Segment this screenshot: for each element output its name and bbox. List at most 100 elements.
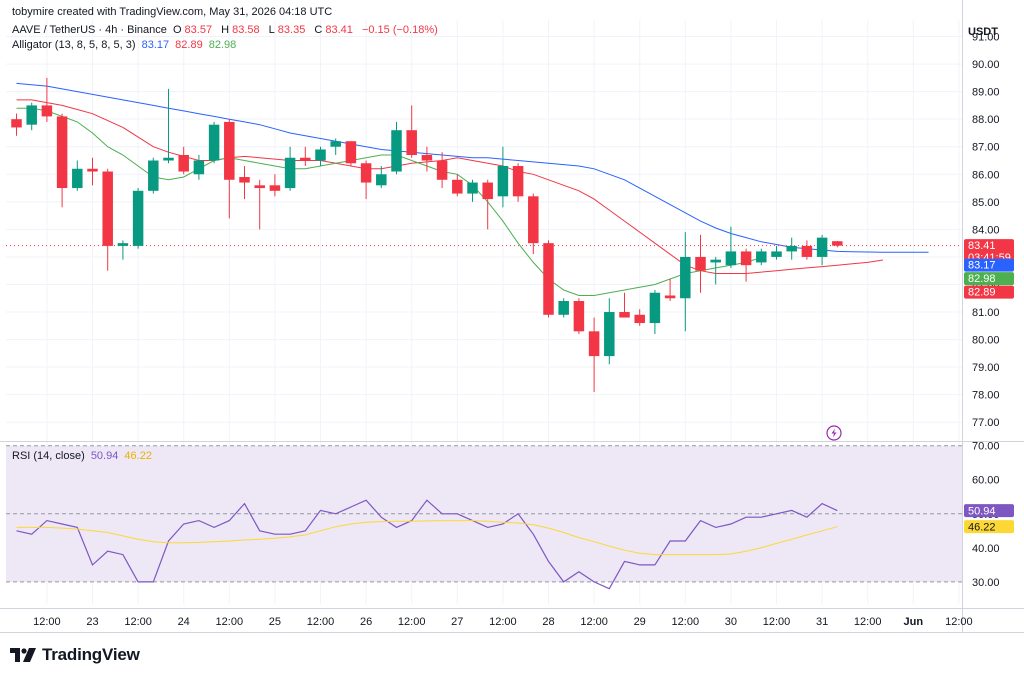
tradingview-logo-icon [10, 648, 36, 662]
candle-body[interactable] [391, 130, 402, 172]
ohlc-change: −0.15 (−0.18%) [361, 24, 438, 36]
candle-body[interactable] [345, 141, 357, 164]
candle-body[interactable] [816, 237, 828, 257]
time-tick-label: 24 [178, 616, 190, 628]
rsi-ma-line [16, 520, 838, 556]
candle-body[interactable] [208, 124, 220, 161]
time-tick-label: 25 [269, 616, 281, 628]
rsi-legend-value: 50.94 [90, 450, 119, 462]
candle-body[interactable] [102, 171, 113, 246]
candle-body[interactable] [56, 116, 68, 189]
rsi-ma-value-label-box [964, 520, 1014, 534]
candle-body[interactable] [315, 149, 326, 161]
candle-body[interactable] [421, 154, 433, 161]
candle-body[interactable] [11, 119, 22, 128]
candle-body[interactable] [528, 196, 539, 244]
time-tick-label: 27 [451, 616, 463, 628]
candle-body[interactable] [360, 163, 372, 183]
candle-body[interactable] [801, 245, 813, 257]
candle-body[interactable] [193, 160, 205, 175]
candle-body[interactable] [117, 243, 129, 246]
time-tick-label: 12:00 [33, 616, 61, 628]
price-tick-label: 78.00 [972, 390, 1000, 402]
time-tick-label: 12:00 [763, 616, 791, 628]
candle-body[interactable] [406, 130, 417, 155]
candle-body[interactable] [497, 166, 509, 197]
candle-body[interactable] [588, 331, 600, 357]
alligator-teeth-value: 82.89 [175, 39, 203, 51]
candle-body[interactable] [452, 179, 463, 194]
candle-body[interactable] [695, 256, 706, 271]
time-tick-label: 12:00 [489, 616, 517, 628]
candle-body[interactable] [680, 256, 691, 299]
jaw-price-label-box [964, 258, 1014, 272]
candle-body[interactable] [224, 121, 235, 180]
alligator-label: Alligator (13, 8, 5, 8, 5, 3) [12, 39, 136, 51]
time-tick-label: 12:00 [672, 616, 700, 628]
candle-body[interactable] [543, 243, 554, 315]
candle-body[interactable] [300, 157, 311, 161]
candle-body[interactable] [619, 312, 630, 318]
price-tick-label: 88.00 [972, 114, 1000, 126]
candle-body[interactable] [72, 168, 83, 189]
candle-body[interactable] [664, 295, 676, 299]
time-tick-label: 12:00 [945, 616, 973, 628]
last-price-label-box [964, 239, 1014, 265]
time-tick-label: 29 [634, 616, 646, 628]
candle-body[interactable] [26, 105, 37, 125]
candle-body[interactable] [512, 166, 524, 197]
tradingview-logo[interactable]: TradingView [10, 644, 140, 666]
candle-body[interactable] [178, 154, 189, 172]
candle-body[interactable] [634, 314, 645, 324]
candle-body[interactable] [239, 177, 250, 183]
candle-body[interactable] [87, 168, 98, 172]
currency-label[interactable]: USDT [968, 26, 998, 38]
candle-body[interactable] [832, 241, 843, 246]
alligator-teeth-line [16, 99, 883, 274]
time-tick-label: 12:00 [398, 616, 426, 628]
candle-body[interactable] [573, 301, 585, 332]
last-price-label-text: 83.41 [968, 240, 996, 252]
candle-body[interactable] [148, 160, 159, 191]
candle-body[interactable] [467, 182, 478, 194]
candle-body[interactable] [558, 301, 569, 315]
rsi-value-label: 50.94 [968, 506, 996, 518]
candle-body[interactable] [330, 141, 341, 147]
candle-body[interactable] [482, 182, 493, 200]
candle-body[interactable] [376, 174, 387, 186]
brand-name: TradingView [42, 645, 140, 664]
lightning-glyph [831, 428, 837, 438]
candle-body[interactable] [604, 312, 615, 357]
price-tick-label: 77.00 [972, 417, 1000, 429]
candle-body[interactable] [710, 259, 721, 263]
candle-body[interactable] [163, 157, 174, 161]
alligator-legend[interactable]: Alligator (13, 8, 5, 8, 5, 3) 83.17 82.8… [12, 39, 239, 51]
candle-body[interactable] [725, 251, 737, 266]
rsi-label: RSI (14, close) [12, 450, 85, 462]
price-tick-label: 89.00 [972, 87, 1000, 99]
rsi-legend[interactable]: RSI (14, close) 50.94 46.22 [12, 450, 155, 462]
time-tick-label: 12:00 [124, 616, 152, 628]
candle-body[interactable] [649, 292, 661, 324]
candle-body[interactable] [756, 251, 767, 263]
price-tick-label: 87.00 [972, 142, 1000, 154]
time-tick-label: 12:00 [307, 616, 335, 628]
candle-body[interactable] [41, 105, 53, 117]
candle-body[interactable] [436, 160, 448, 180]
candle-body[interactable] [740, 251, 752, 266]
candle-body[interactable] [786, 245, 797, 252]
price-tick-label: 79.00 [972, 362, 1000, 374]
candle-body[interactable] [269, 185, 281, 191]
alligator-lips-value: 82.98 [208, 39, 237, 51]
rsi-tick-label: 40.00 [972, 543, 1000, 555]
rsi-tick-label: 60.00 [972, 475, 1000, 487]
candle-body[interactable] [132, 190, 144, 246]
candle-body[interactable] [771, 251, 782, 257]
candle-body[interactable] [284, 157, 296, 189]
candle-body[interactable] [254, 185, 265, 189]
time-tick-label: 12:00 [580, 616, 608, 628]
rsi-ma-legend-value: 46.22 [124, 450, 152, 462]
